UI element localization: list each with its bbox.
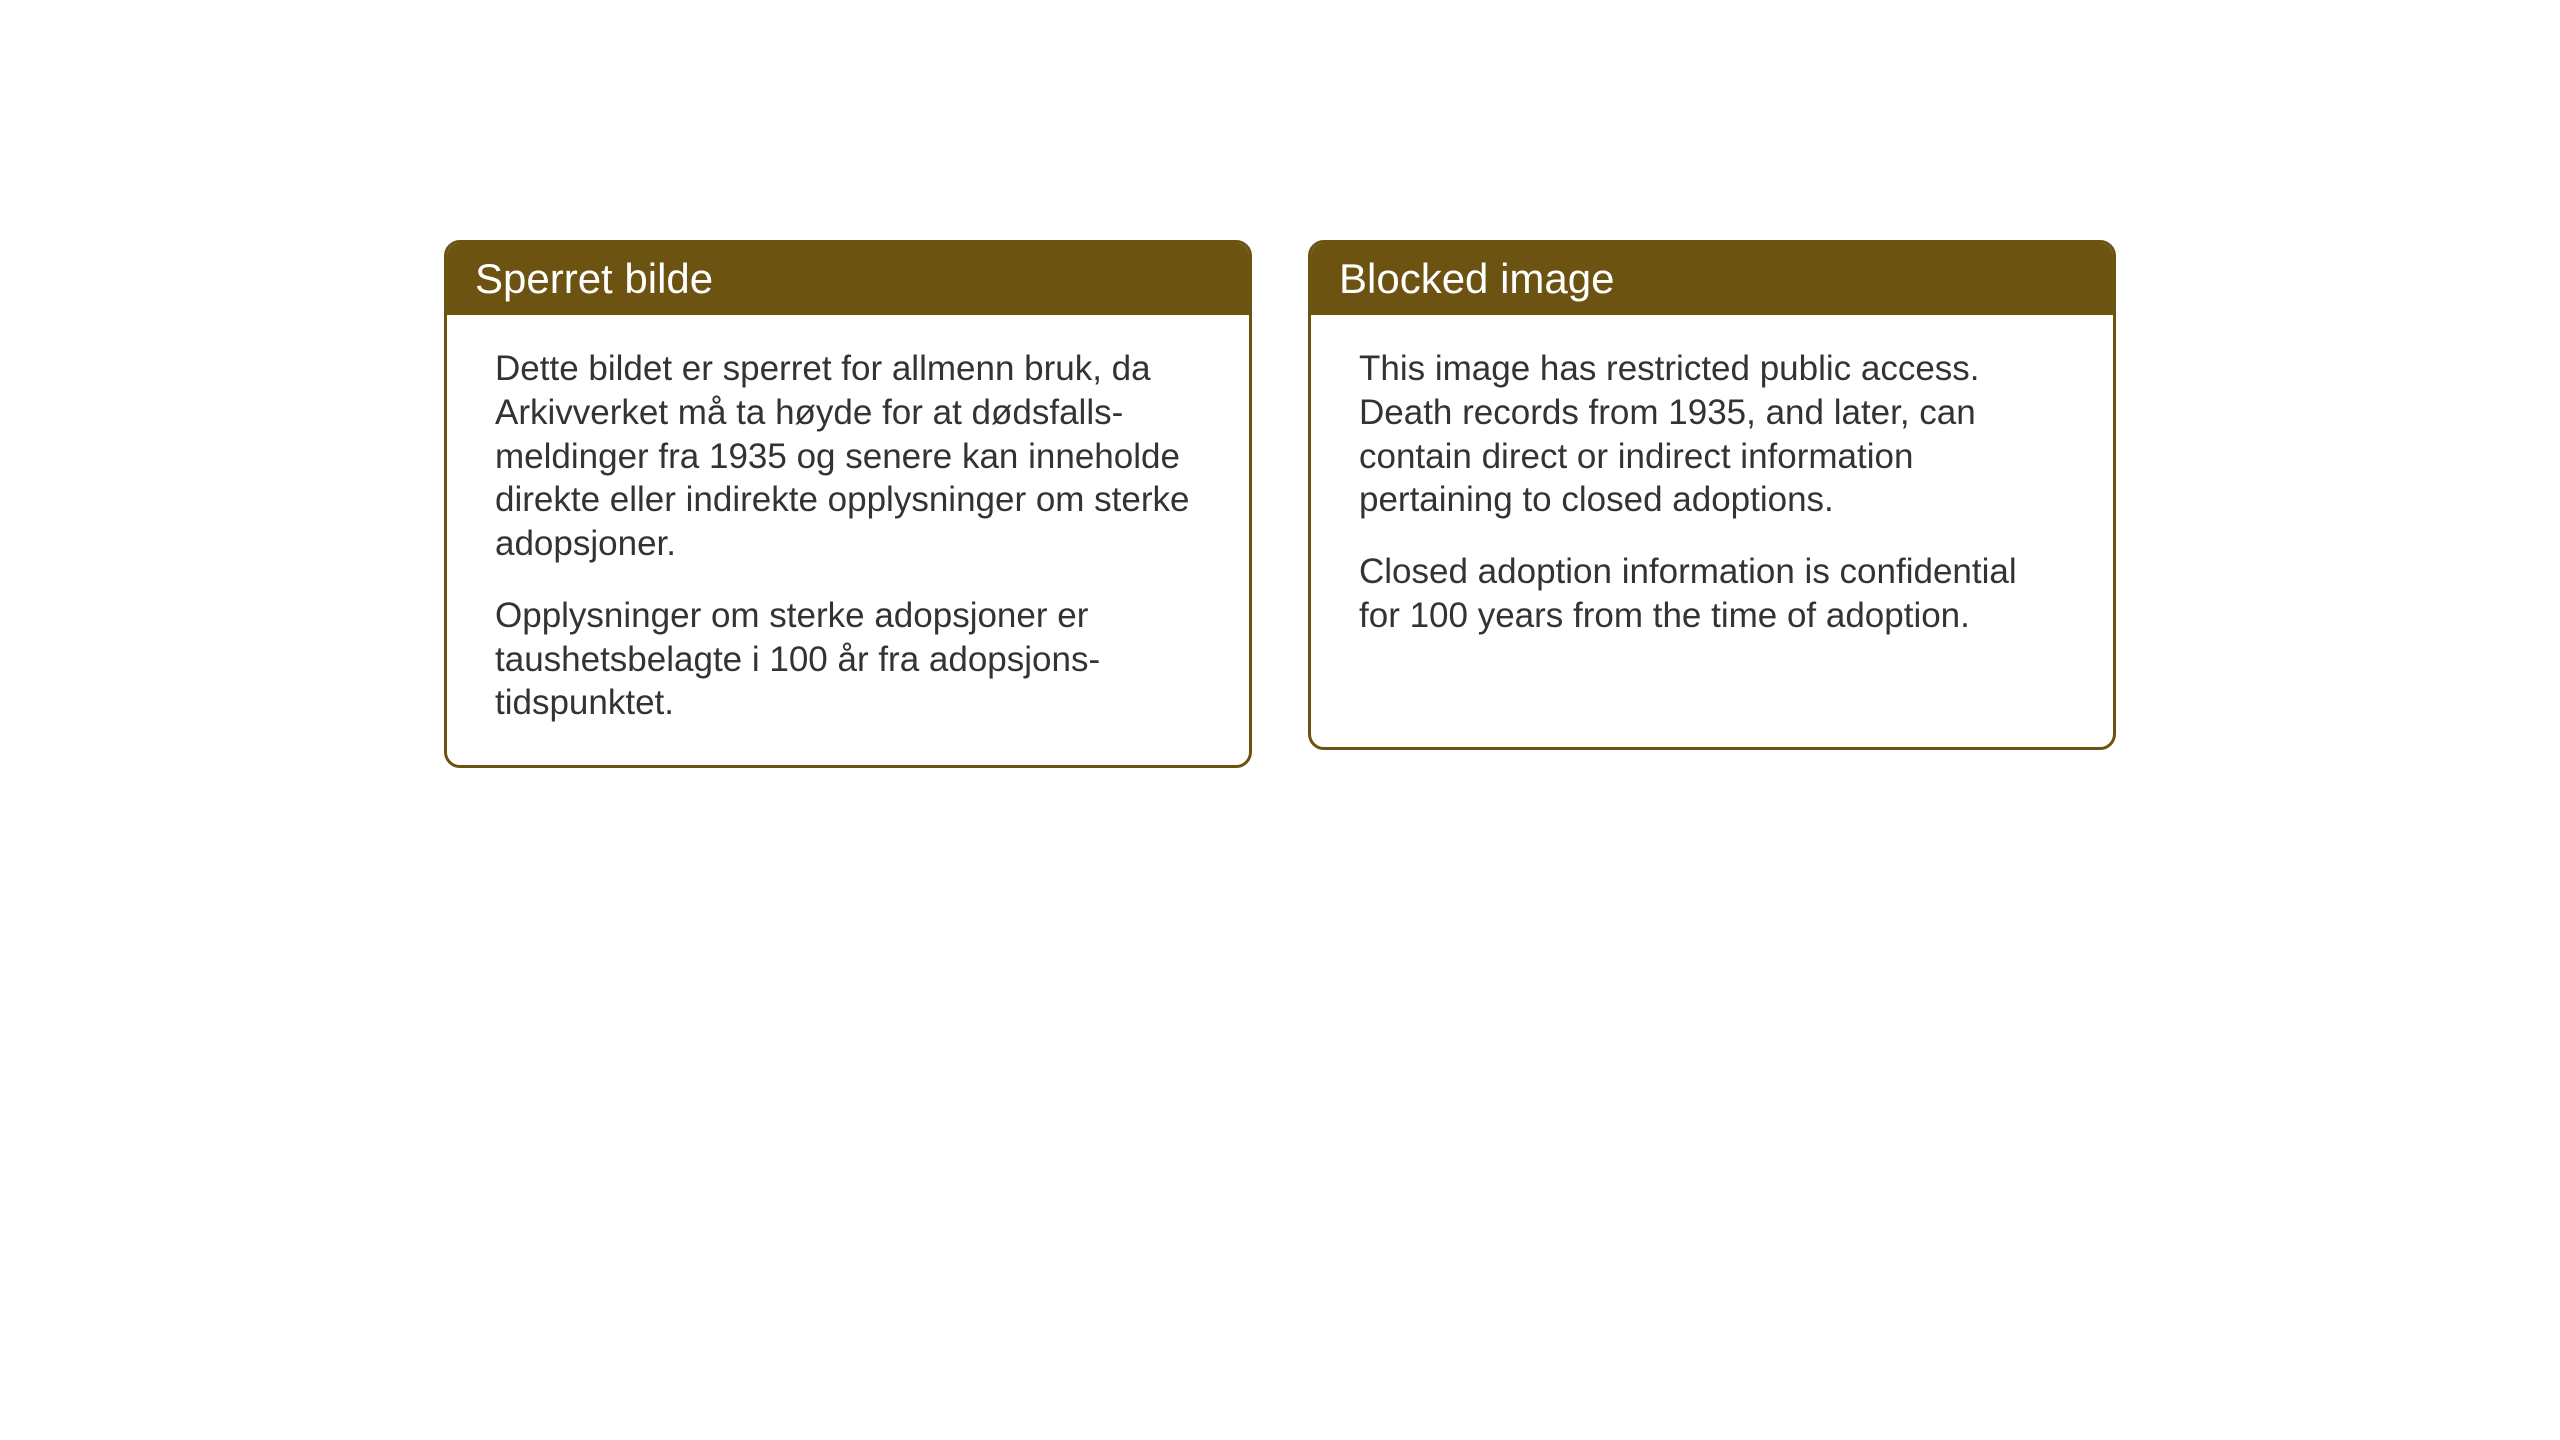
notice-card-norwegian: Sperret bilde Dette bildet er sperret fo… (444, 240, 1252, 768)
paragraph-1-norwegian: Dette bildet er sperret for allmenn bruk… (495, 347, 1201, 566)
notice-container: Sperret bilde Dette bildet er sperret fo… (444, 240, 2116, 768)
card-body-norwegian: Dette bildet er sperret for allmenn bruk… (447, 315, 1249, 765)
paragraph-1-english: This image has restricted public access.… (1359, 347, 2065, 522)
card-header-english: Blocked image (1311, 243, 2113, 315)
notice-card-english: Blocked image This image has restricted … (1308, 240, 2116, 750)
paragraph-2-norwegian: Opplysninger om sterke adopsjoner er tau… (495, 594, 1201, 725)
card-header-norwegian: Sperret bilde (447, 243, 1249, 315)
card-body-english: This image has restricted public access.… (1311, 315, 2113, 678)
paragraph-2-english: Closed adoption information is confident… (1359, 550, 2065, 638)
